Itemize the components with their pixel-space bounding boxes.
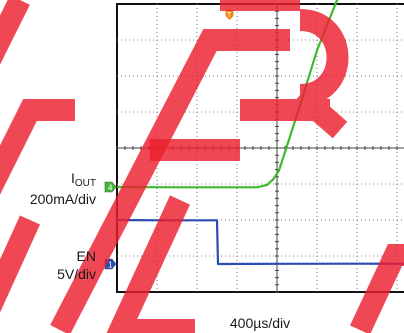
iout-scale-label: 200mA/div — [29, 191, 96, 207]
watermark-stroke — [0, 0, 30, 65]
watermark-stroke — [350, 244, 404, 333]
channel-markers: 4 1 T — [104, 10, 234, 270]
iout-label: IOUT — [71, 170, 96, 189]
channel-marker-text: 4 — [108, 184, 113, 193]
timebase-label: 400µs/div — [229, 315, 291, 331]
watermark-stroke — [0, 215, 41, 313]
channel-marker-4 — [104, 181, 117, 193]
channel-marker-text: 1 — [108, 261, 113, 270]
watermark-stroke — [50, 29, 290, 333]
watermark-stroke — [106, 195, 195, 333]
en-label: EN — [76, 248, 96, 264]
watermark-stroke — [240, 9, 349, 139]
en-scale-label: 5V/div — [57, 266, 96, 282]
trigger-marker — [225, 10, 234, 20]
trigger-marker-text: T — [227, 12, 232, 19]
trace-i — [116, 0, 339, 189]
watermark-stroke — [0, 99, 75, 195]
